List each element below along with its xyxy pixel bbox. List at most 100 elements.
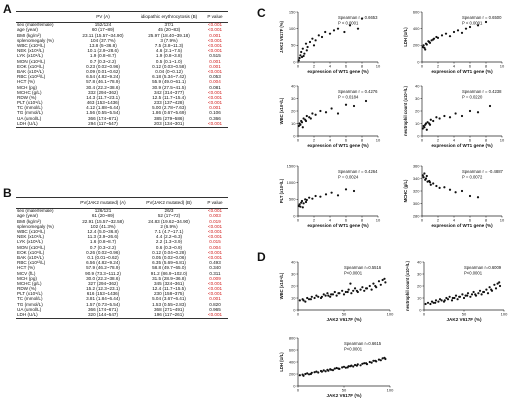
- data-point: [476, 111, 480, 114]
- data-point: [450, 299, 454, 302]
- x-tick-label: 8: [485, 64, 488, 69]
- y-tick-label: 280: [413, 213, 420, 218]
- data-point: [383, 277, 386, 280]
- data-point: [425, 128, 428, 131]
- x-tick-label: 6: [345, 218, 348, 223]
- data-point: [444, 32, 448, 35]
- data-point: [364, 287, 368, 290]
- y-tick-label: 1000: [287, 180, 297, 185]
- x-tick-label: 4: [453, 138, 456, 143]
- row-label: LDH (U/L): [16, 312, 70, 319]
- cell-value: 4.4 (2.2~6.3): [155, 234, 183, 240]
- cell-value: 7.5 (3.8~11.3): [154, 43, 184, 49]
- table-row: MCHC (g/L) 332 (294~362) 342 (314~377) <0.0…: [16, 90, 228, 95]
- data-point: [368, 284, 371, 288]
- cell-value: 102 (41.3%): [90, 223, 116, 229]
- stat-annotation: Spearman r = -0.4887: [462, 169, 504, 174]
- data-point: [300, 55, 304, 59]
- x-tick-label: 10: [376, 218, 381, 223]
- table-row: MCH (pg) 30.0 (22.2~38.6) 31.5 (28.9~36.8)…: [16, 276, 228, 281]
- data-point: [438, 186, 441, 189]
- x-tick-label: 2: [437, 138, 440, 143]
- cell-value: 26/3: [164, 208, 174, 214]
- data-point: [423, 172, 426, 175]
- p-value: <0.001: [207, 37, 223, 43]
- table-row: PLT (x10⁹/L) 463 (153~1436) 233 (137~428) <…: [16, 100, 228, 106]
- p-value: 0.009: [209, 275, 221, 281]
- data-point: [301, 206, 304, 209]
- x-tick-label: 8: [485, 138, 488, 143]
- table-row: NEK (x10⁹/L) 10.1 (2.9~28.6) 4.6 (2.1~7.5)…: [16, 48, 228, 54]
- data-point: [460, 31, 464, 34]
- cell-value: 366 (174~671): [87, 115, 118, 121]
- data-point: [364, 99, 368, 103]
- data-point: [307, 373, 311, 376]
- table-row: TG (mmol/L) 1.56 (0.55~5.54) 1.86 (0.67~5.…: [16, 111, 228, 116]
- data-point: [454, 294, 458, 297]
- p-value: <0.001: [207, 48, 223, 54]
- y-tick-label: 50: [291, 43, 296, 48]
- data-point: [490, 288, 493, 291]
- p-value: 0.366: [209, 115, 221, 121]
- data-point: [300, 199, 304, 203]
- cell-value: 342 (314~377): [153, 89, 184, 95]
- stat-annotation: Spearman r = 0.4276: [338, 89, 378, 94]
- row-label: MCV (fL): [17, 270, 36, 276]
- cell-value: 1.57 (0.73~5.54): [86, 301, 120, 307]
- scatter-plot-4: 0 2 4 6 8 10 0 10 20 30 40 expression of WT1 gene (…: [403, 83, 505, 148]
- x-tick-label: 50: [342, 388, 347, 393]
- p-value: 0.081: [209, 84, 221, 90]
- p-value: 0.003: [209, 213, 221, 219]
- table-a-header-cell: [16, 11, 70, 23]
- table-row: sex (male/female) 152/124 37/1 <0.001: [16, 23, 228, 29]
- data-point: [448, 295, 451, 298]
- table-row: MCH (pg) 30.4 (22.2~38.6) 30.9 (27.5~41.5)…: [16, 85, 228, 90]
- cell-value: 0.12 (0.03~0.58): [152, 63, 186, 69]
- row-label: LYK (x10⁹/L): [17, 239, 43, 245]
- panel-label-c: C: [257, 6, 266, 20]
- cell-value: 1.9 (0.8~3.8): [155, 53, 183, 59]
- row-label: HCT (%): [17, 79, 35, 85]
- table-row: PLT (x10⁹/L) 616 (153~1436) 230 (158~375) <…: [16, 291, 228, 297]
- data-point: [468, 194, 472, 198]
- cell-value: 24.83 (19.62~34.90): [148, 218, 190, 224]
- y-tick-label: 500: [289, 197, 296, 202]
- row-label: UA (umol/L): [17, 115, 42, 121]
- panel-label-b: B: [3, 186, 12, 200]
- y-tick-label: 10: [291, 295, 296, 300]
- p-value: 0.053: [209, 74, 221, 80]
- stat-annotation: Spearman r=0.5516: [344, 265, 382, 270]
- data-point: [436, 36, 440, 39]
- data-point: [485, 288, 488, 291]
- data-point: [322, 369, 325, 372]
- row-label: BAK (x10⁹/L): [17, 68, 44, 74]
- y-tick-label: 0: [293, 307, 296, 312]
- data-point: [305, 49, 308, 52]
- cell-value: 12.5 (11.7~15.4): [152, 94, 186, 100]
- data-point: [496, 282, 499, 285]
- data-point: [320, 295, 324, 298]
- data-point: [341, 366, 344, 369]
- data-point: [347, 288, 350, 291]
- table-row: LYK (x10⁹/L) 1.6 (0.8~8.7) 2.2 (1.3~3.9) 0.…: [16, 240, 228, 245]
- data-point: [498, 281, 501, 284]
- table-row: LYK (x10⁹/L) 1.9 (0.8~8.7) 1.9 (0.8~3.8) 0.…: [16, 54, 228, 59]
- x-tick-label: 0: [421, 218, 424, 223]
- data-point: [329, 295, 332, 298]
- data-point: [443, 114, 446, 118]
- x-tick-label: 6: [469, 138, 472, 143]
- cell-value: 4.6 (2.1~7.5): [155, 48, 183, 54]
- stat-annotation: Spearman r=0.6009: [464, 265, 502, 270]
- table-row: EOK (x10⁹/L) 0.23 (0.02~0.96) 0.12 (0.03~0…: [16, 63, 228, 70]
- data-point: [352, 289, 355, 292]
- data-point: [309, 117, 312, 120]
- data-point: [438, 298, 442, 301]
- data-point: [451, 296, 454, 300]
- p-value: 0.019: [209, 218, 221, 224]
- x-tick-label: 8: [361, 64, 364, 69]
- data-point: [364, 362, 368, 365]
- cell-value: 0.5 (0.1~1.0): [155, 58, 183, 64]
- data-point: [488, 286, 491, 289]
- data-point: [352, 189, 356, 193]
- data-point: [309, 372, 312, 376]
